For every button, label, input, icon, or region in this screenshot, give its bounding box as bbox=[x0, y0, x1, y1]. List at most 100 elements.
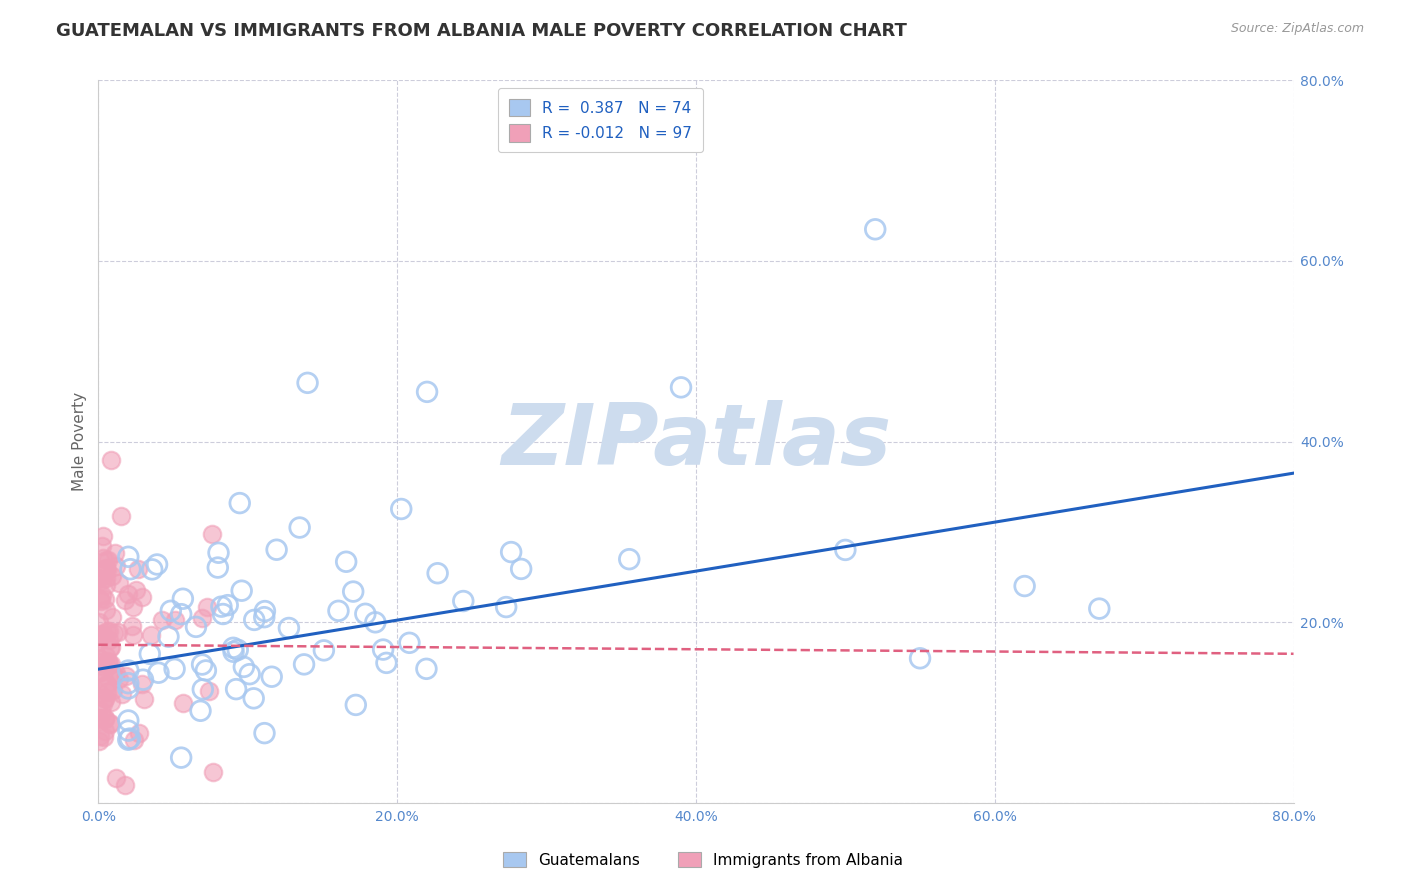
Point bbox=[91, 659, 114, 673]
Point bbox=[194, 664, 217, 678]
Point bbox=[103, 546, 125, 560]
Point bbox=[117, 549, 139, 564]
Point bbox=[91, 529, 114, 543]
Point bbox=[94, 561, 117, 575]
Point bbox=[908, 651, 931, 665]
Point bbox=[89, 627, 111, 641]
Point bbox=[100, 610, 122, 624]
Point bbox=[94, 571, 117, 585]
Point bbox=[90, 594, 112, 608]
Point bbox=[87, 711, 110, 725]
Point bbox=[104, 665, 127, 680]
Point bbox=[834, 542, 856, 557]
Point bbox=[107, 624, 129, 639]
Point bbox=[122, 600, 145, 615]
Point bbox=[94, 553, 117, 567]
Point bbox=[114, 778, 136, 792]
Point bbox=[288, 520, 311, 534]
Point bbox=[94, 649, 117, 664]
Point bbox=[312, 643, 335, 657]
Point bbox=[191, 657, 214, 672]
Point bbox=[110, 508, 132, 523]
Point bbox=[96, 563, 118, 577]
Point bbox=[222, 645, 245, 659]
Point bbox=[89, 686, 111, 700]
Point bbox=[344, 698, 367, 712]
Point bbox=[122, 628, 145, 642]
Text: GUATEMALAN VS IMMIGRANTS FROM ALBANIA MALE POVERTY CORRELATION CHART: GUATEMALAN VS IMMIGRANTS FROM ALBANIA MA… bbox=[56, 22, 907, 40]
Point bbox=[87, 656, 110, 670]
Point bbox=[253, 610, 276, 624]
Point bbox=[100, 568, 122, 582]
Text: Source: ZipAtlas.com: Source: ZipAtlas.com bbox=[1230, 22, 1364, 36]
Point bbox=[96, 678, 118, 692]
Point bbox=[243, 613, 266, 627]
Point bbox=[111, 687, 134, 701]
Point bbox=[253, 726, 276, 740]
Point bbox=[157, 630, 180, 644]
Point bbox=[121, 619, 143, 633]
Point bbox=[165, 613, 187, 627]
Point bbox=[108, 576, 131, 591]
Point bbox=[495, 600, 517, 615]
Point bbox=[96, 677, 118, 691]
Point bbox=[398, 636, 420, 650]
Point bbox=[93, 692, 115, 706]
Point bbox=[669, 380, 692, 394]
Point bbox=[87, 650, 110, 665]
Point bbox=[260, 670, 283, 684]
Point bbox=[94, 690, 117, 705]
Point bbox=[132, 673, 155, 687]
Point bbox=[90, 704, 112, 718]
Point bbox=[127, 561, 149, 575]
Point bbox=[510, 562, 533, 576]
Point bbox=[170, 607, 193, 622]
Point bbox=[115, 669, 138, 683]
Point bbox=[163, 662, 186, 676]
Point bbox=[91, 627, 114, 641]
Point bbox=[131, 590, 153, 604]
Point bbox=[118, 731, 141, 746]
Point bbox=[96, 553, 118, 567]
Point bbox=[89, 729, 111, 743]
Point bbox=[93, 592, 115, 607]
Point bbox=[91, 550, 114, 565]
Point bbox=[501, 545, 523, 559]
Point bbox=[89, 711, 111, 725]
Point bbox=[98, 716, 121, 731]
Point bbox=[97, 654, 120, 668]
Point bbox=[207, 560, 229, 574]
Point bbox=[209, 599, 232, 614]
Point bbox=[87, 572, 110, 586]
Point bbox=[354, 607, 377, 621]
Point bbox=[172, 696, 194, 710]
Point bbox=[1014, 579, 1036, 593]
Y-axis label: Male Poverty: Male Poverty bbox=[72, 392, 87, 491]
Point bbox=[364, 615, 387, 630]
Point bbox=[94, 603, 117, 617]
Point bbox=[207, 546, 229, 560]
Point bbox=[865, 222, 887, 236]
Point bbox=[172, 591, 194, 606]
Point bbox=[242, 691, 264, 706]
Point bbox=[96, 624, 118, 639]
Point bbox=[222, 640, 245, 655]
Point bbox=[375, 656, 398, 670]
Point bbox=[89, 592, 111, 607]
Point bbox=[87, 733, 110, 747]
Point bbox=[89, 665, 111, 679]
Point bbox=[415, 662, 437, 676]
Point bbox=[98, 715, 121, 730]
Point bbox=[87, 666, 110, 681]
Point bbox=[619, 552, 641, 566]
Point bbox=[190, 704, 212, 718]
Point bbox=[89, 651, 111, 665]
Point bbox=[96, 657, 118, 671]
Point bbox=[117, 732, 139, 747]
Point bbox=[277, 621, 299, 635]
Point bbox=[117, 723, 139, 738]
Point bbox=[87, 571, 110, 585]
Point bbox=[96, 578, 118, 592]
Point bbox=[87, 615, 110, 629]
Point bbox=[98, 641, 121, 656]
